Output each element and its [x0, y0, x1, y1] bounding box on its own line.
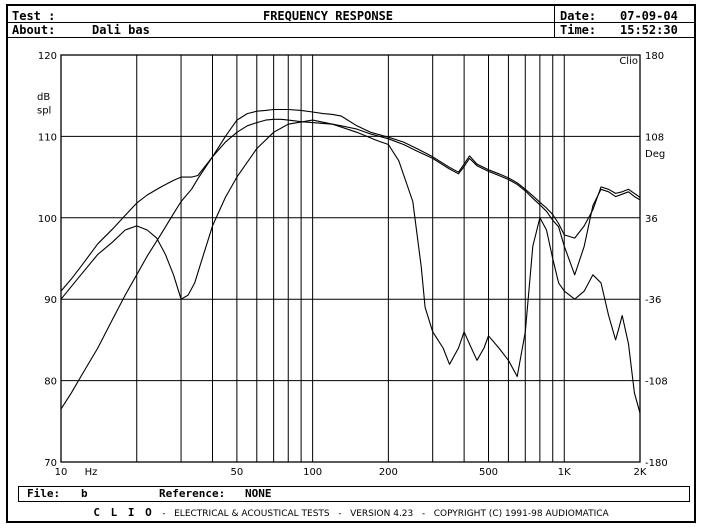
brand-line: C L I O - ELECTRICAL & ACOUSTICAL TESTS … — [8, 506, 694, 519]
header-divider-bottom — [8, 37, 694, 38]
x-tick-label: 500 — [479, 467, 498, 478]
header-divider-mid — [8, 22, 694, 23]
y-tick-label: 120 — [38, 51, 57, 62]
report-frame: Test : FREQUENCY RESPONSE Date: 07-09-04… — [6, 4, 696, 523]
header-divider-vertical — [554, 6, 555, 37]
x-tick-label: 50 — [231, 467, 244, 478]
y-axis-label: spl — [37, 106, 51, 117]
about-label: About: — [12, 23, 56, 37]
brand-separator: - — [338, 509, 342, 519]
y-tick-label: 80 — [44, 377, 57, 388]
y2-tick-label: -180 — [645, 458, 668, 469]
corner-label: Clio — [619, 56, 638, 67]
y-tick-label: 70 — [44, 458, 57, 469]
series-line-2 — [60, 118, 641, 410]
x-tick-label: 2K — [634, 467, 647, 478]
reference-value: NONE — [245, 487, 272, 500]
series-line-1 — [60, 108, 641, 292]
x-tick-label: 1K — [558, 467, 571, 478]
file-label: File: — [27, 487, 61, 500]
file-value: b — [81, 487, 88, 500]
brand-name: C L I O — [93, 506, 154, 519]
brand-separator: - — [421, 509, 426, 519]
about-value: Dali bas — [92, 23, 150, 37]
suite-name: ELECTRICAL & ACOUSTICAL TESTS — [174, 509, 330, 519]
y2-tick-label: 180 — [645, 51, 664, 62]
y2-tick-label: -36 — [645, 295, 661, 306]
plot-area-border — [60, 54, 641, 463]
report-title: FREQUENCY RESPONSE — [262, 9, 394, 23]
y-axis-label: dB — [37, 92, 50, 103]
y2-tick-label: 108 — [645, 132, 664, 143]
date-label: Date: — [560, 9, 597, 23]
date-value: 07-09-04 — [620, 9, 678, 23]
time-value: 15:52:30 — [620, 23, 678, 37]
series-line-3 — [60, 119, 641, 414]
test-label: Test : — [12, 9, 56, 23]
copyright-text: COPYRIGHT (C) 1991-98 AUDIOMATICA — [433, 509, 609, 519]
version-text: VERSION 4.23 — [350, 509, 414, 519]
x-tick-label: 200 — [379, 467, 398, 478]
brand-separator: - — [162, 509, 166, 519]
x-tick-label: 10 — [55, 467, 68, 478]
y2-axis-label: Deg — [645, 149, 665, 160]
time-label: Time: — [560, 23, 597, 37]
x-axis-label: Hz — [85, 467, 98, 478]
y-tick-label: 110 — [38, 132, 57, 143]
y2-tick-label: -108 — [645, 377, 668, 388]
y-tick-label: 100 — [38, 214, 57, 225]
x-tick-label: 100 — [303, 467, 322, 478]
footer-info-box: File: b Reference: NONE — [18, 486, 690, 502]
y2-tick-label: 36 — [645, 214, 658, 225]
reference-label: Reference: — [159, 487, 226, 500]
y-tick-label: 90 — [44, 295, 57, 306]
